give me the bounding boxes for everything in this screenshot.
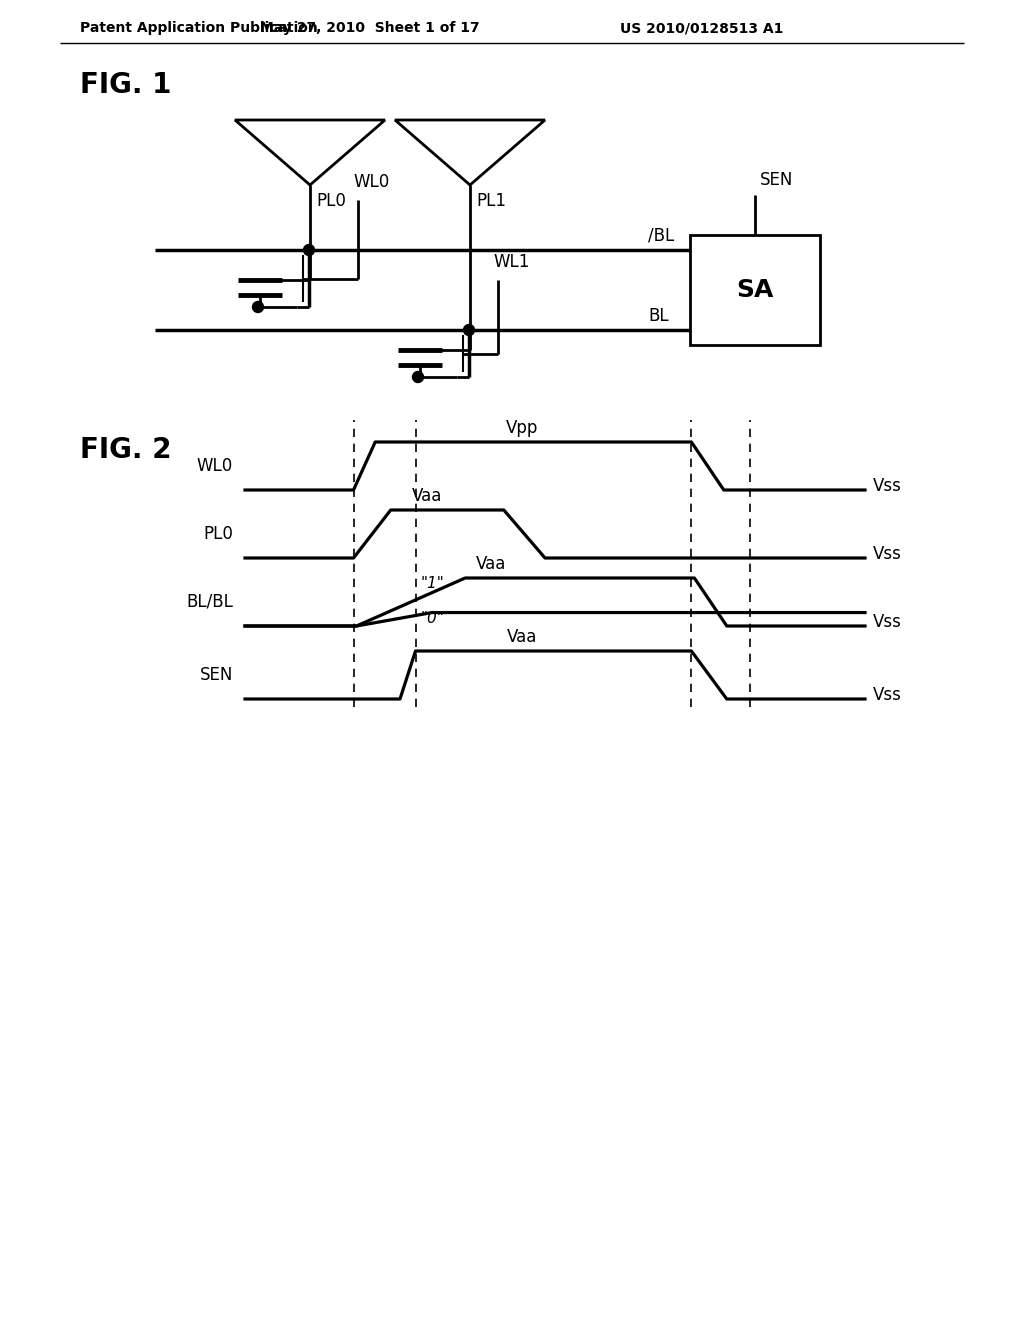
- Text: Vaa: Vaa: [412, 487, 442, 506]
- Text: "0": "0": [421, 611, 444, 626]
- Text: Vaa: Vaa: [507, 628, 538, 645]
- Text: Vss: Vss: [873, 477, 902, 495]
- Text: Vss: Vss: [873, 545, 902, 564]
- Text: BL: BL: [648, 308, 669, 325]
- Text: BL/BL: BL/BL: [186, 593, 233, 611]
- Text: WL0: WL0: [197, 457, 233, 475]
- Text: PL0: PL0: [203, 525, 233, 543]
- Circle shape: [303, 244, 314, 256]
- Text: "1": "1": [421, 577, 444, 591]
- Text: WL1: WL1: [493, 253, 529, 271]
- Text: Vpp: Vpp: [506, 418, 539, 437]
- Text: Vss: Vss: [873, 686, 902, 704]
- Text: Vaa: Vaa: [475, 554, 506, 573]
- Text: US 2010/0128513 A1: US 2010/0128513 A1: [620, 21, 783, 36]
- Text: WL0: WL0: [353, 173, 389, 191]
- Text: May 27, 2010  Sheet 1 of 17: May 27, 2010 Sheet 1 of 17: [260, 21, 480, 36]
- Text: PL1: PL1: [476, 191, 506, 210]
- Text: Patent Application Publication: Patent Application Publication: [80, 21, 317, 36]
- Circle shape: [413, 371, 424, 383]
- Text: Vss: Vss: [873, 612, 902, 631]
- Text: SEN: SEN: [200, 667, 233, 684]
- Text: FIG. 1: FIG. 1: [80, 71, 171, 99]
- Text: SA: SA: [736, 279, 774, 302]
- Circle shape: [464, 325, 474, 335]
- Text: FIG. 2: FIG. 2: [80, 436, 171, 465]
- Bar: [690, 235, 820, 345]
- Text: PL0: PL0: [316, 191, 346, 210]
- Text: /BL: /BL: [648, 227, 674, 246]
- Circle shape: [253, 301, 263, 313]
- Text: SEN: SEN: [760, 172, 794, 189]
